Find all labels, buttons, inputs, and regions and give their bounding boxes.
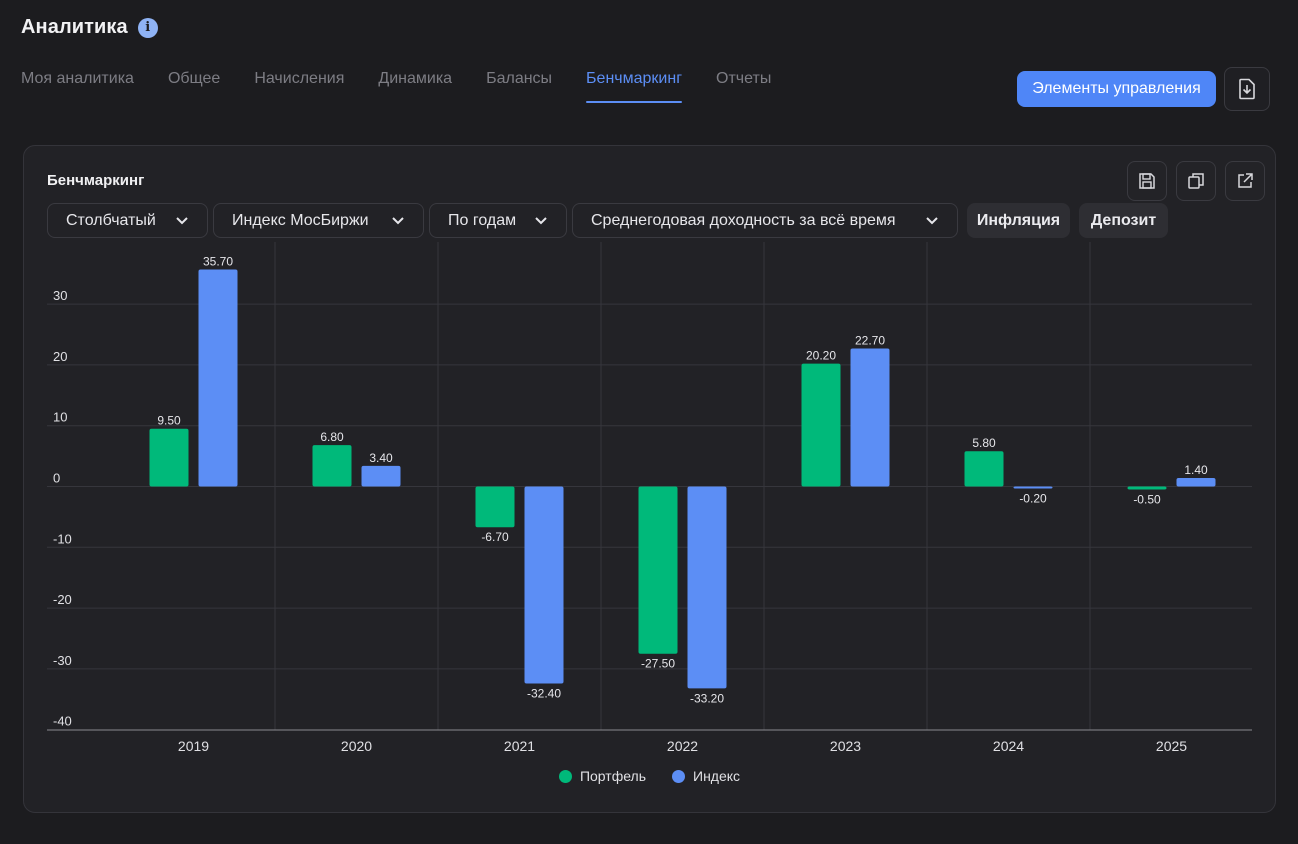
data-label: 35.70	[203, 254, 233, 268]
index-bar	[361, 465, 401, 487]
save-icon	[1139, 173, 1155, 189]
data-label: 5.80	[972, 436, 996, 450]
y-tick-label: -10	[53, 531, 72, 546]
chevron-down-icon	[534, 216, 548, 225]
data-label: -0.20	[1019, 492, 1047, 506]
portfolio-bar	[475, 486, 515, 528]
x-tick-label: 2025	[1156, 738, 1187, 754]
x-tick-label: 2024	[993, 738, 1024, 754]
tab-4[interactable]: Балансы	[486, 70, 553, 87]
benchmark-index-label: Индекс МосБиржи	[232, 211, 369, 229]
legend-label: Индекс	[693, 768, 741, 784]
copy-button[interactable]	[1176, 161, 1216, 201]
tab-3[interactable]: Динамика	[378, 70, 453, 87]
data-label: -33.20	[690, 691, 724, 705]
data-label: 1.40	[1184, 463, 1208, 477]
tab-1[interactable]: Общее	[167, 70, 221, 87]
y-tick-label: 20	[53, 349, 67, 364]
metric-dropdown[interactable]: Среднегодовая доходность за всё время	[572, 203, 958, 238]
index-bar	[524, 486, 564, 684]
open-external-button[interactable]	[1225, 161, 1265, 201]
legend-swatch	[672, 769, 685, 783]
index-bar	[850, 348, 890, 487]
chevron-down-icon	[175, 216, 189, 225]
chart-type-label: Столбчатый	[66, 211, 156, 229]
y-tick-label: -40	[53, 714, 72, 729]
data-label: 3.40	[369, 451, 393, 465]
period-label: По годам	[448, 211, 517, 229]
chevron-down-icon	[391, 216, 405, 225]
index-bar	[1176, 477, 1216, 487]
portfolio-bar	[312, 445, 352, 487]
inflation-toggle[interactable]: Инфляция	[967, 203, 1070, 238]
deposit-toggle[interactable]: Депозит	[1079, 203, 1168, 238]
x-tick-label: 2019	[178, 738, 209, 754]
open-external-icon	[1238, 173, 1253, 188]
y-tick-label: 30	[53, 288, 67, 303]
portfolio-bar	[964, 451, 1004, 487]
x-tick-label: 2020	[341, 738, 372, 754]
data-label: -27.50	[641, 657, 675, 671]
index-bar	[687, 486, 727, 689]
benchmark-index-dropdown[interactable]: Индекс МосБиржи	[213, 203, 424, 238]
controls-button[interactable]: Элементы управления	[1017, 71, 1216, 107]
y-tick-label: 0	[53, 471, 60, 486]
y-tick-label: -20	[53, 592, 72, 607]
portfolio-bar	[801, 363, 841, 487]
chart-type-dropdown[interactable]: Столбчатый	[47, 203, 208, 238]
portfolio-bar	[149, 428, 189, 487]
index-bar	[1013, 486, 1053, 489]
legend-item[interactable]: Портфель	[558, 768, 646, 784]
tab-2[interactable]: Начисления	[254, 70, 345, 87]
data-label: 20.20	[806, 349, 836, 363]
data-label: -6.70	[481, 530, 509, 544]
export-button[interactable]	[1224, 67, 1270, 111]
page-header: Аналитика i	[21, 16, 158, 39]
y-tick-label: -30	[53, 653, 72, 668]
portfolio-bar	[638, 486, 678, 654]
chart-legend: Портфель Индекс	[24, 768, 1275, 784]
download-file-icon	[1239, 78, 1255, 100]
y-tick-label: 10	[53, 410, 67, 425]
data-label: 6.80	[320, 430, 344, 444]
data-label: -32.40	[527, 686, 561, 700]
data-label: 22.70	[855, 333, 885, 347]
card-title: Бенчмаркинг	[47, 172, 145, 189]
portfolio-bar	[1127, 486, 1167, 490]
chevron-down-icon	[925, 216, 939, 225]
period-dropdown[interactable]: По годам	[429, 203, 567, 238]
tab-5[interactable]: Бенчмаркинг	[586, 68, 682, 103]
x-tick-label: 2021	[504, 738, 535, 754]
benchmarking-card: Бенчмаркинг Столбчатый Индекс МосБиржи П…	[23, 145, 1276, 813]
legend-item[interactable]: Индекс	[672, 768, 740, 784]
info-icon[interactable]: i	[137, 17, 158, 38]
tab-bar: Моя аналитика Общее Начисления Динамика Бала…	[21, 68, 805, 103]
data-label: -0.50	[1133, 493, 1161, 507]
legend-label: Портфель	[579, 768, 646, 784]
data-label: 9.50	[157, 414, 181, 428]
x-tick-label: 2023	[830, 738, 861, 754]
save-button[interactable]	[1127, 161, 1167, 201]
x-tick-label: 2022	[667, 738, 698, 754]
index-bar	[198, 269, 238, 487]
metric-label: Среднегодовая доходность за всё время	[591, 211, 896, 229]
copy-icon	[1188, 173, 1204, 189]
tab-0[interactable]: Моя аналитика	[21, 70, 134, 87]
benchmark-chart: 30 20 10 0 -10 -20 -30 -40 2019 9.50 35.70 2020 6.80…	[47, 242, 1252, 754]
legend-swatch	[558, 769, 572, 783]
page-title: Аналитика	[21, 16, 128, 38]
tab-6[interactable]: Отчеты	[716, 70, 772, 87]
